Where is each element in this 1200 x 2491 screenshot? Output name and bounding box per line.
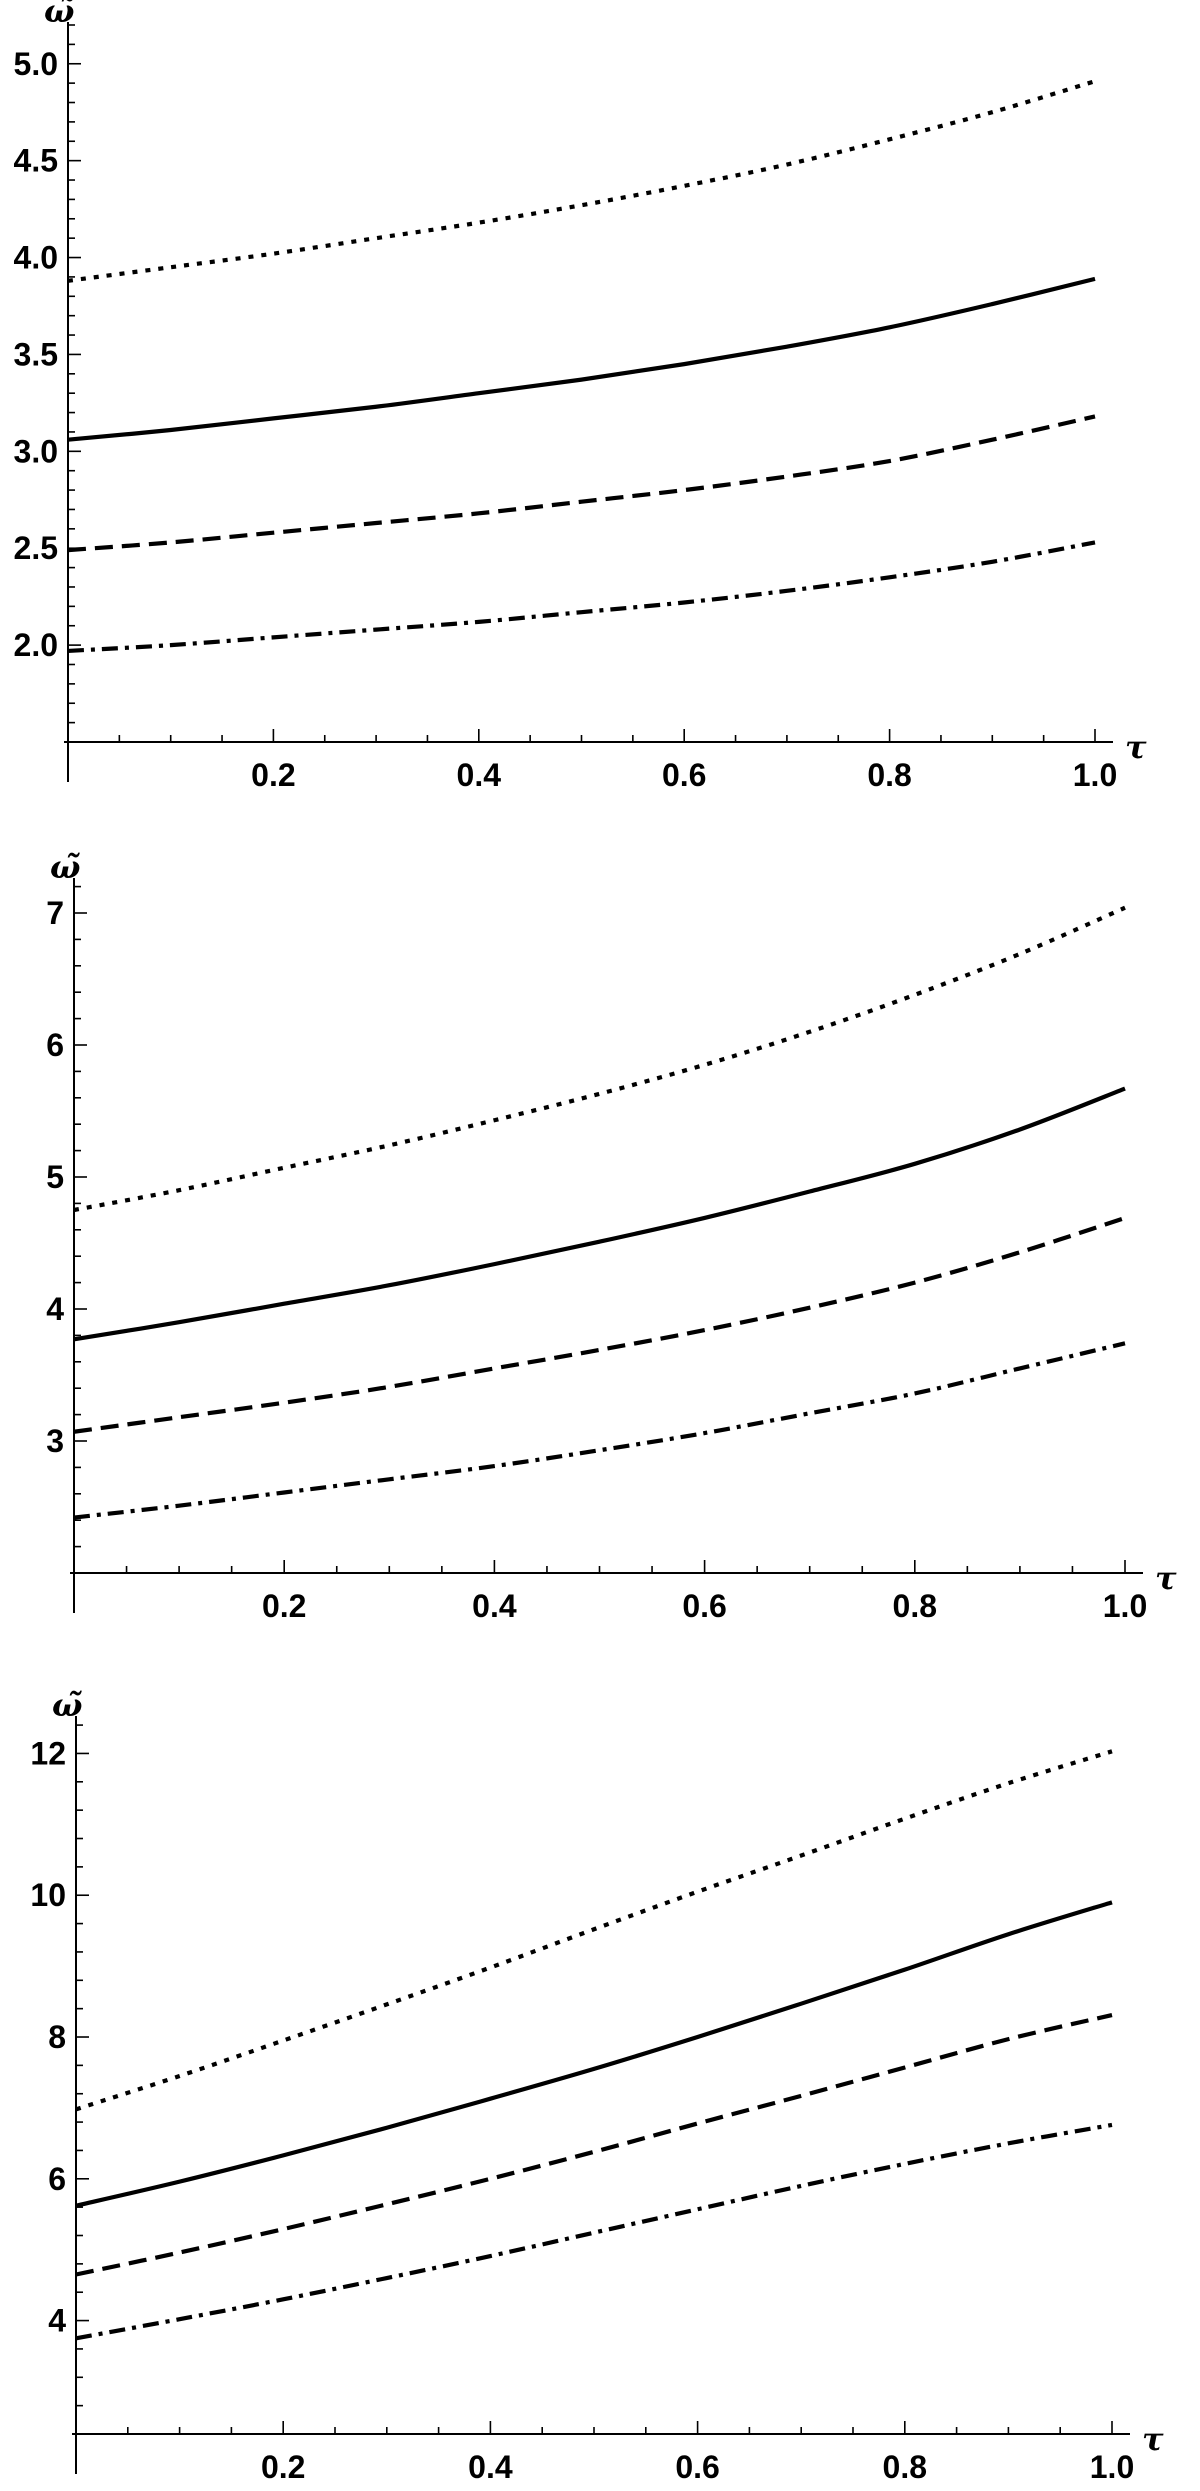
x-tick-label: 0.4 xyxy=(468,2449,513,2485)
y-tick-label: 5 xyxy=(46,1159,64,1195)
y-tick-label: 5.0 xyxy=(14,46,58,82)
x-tick-label: 0.2 xyxy=(251,757,295,793)
series-solid-line xyxy=(75,1900,1113,2208)
series-solid-line xyxy=(67,276,1096,442)
x-axis-label: τ xyxy=(1125,728,1147,766)
y-tick-label: 4 xyxy=(48,2303,66,2339)
y-tick-label: 8 xyxy=(48,2019,66,2055)
x-tick-label: 0.2 xyxy=(262,1588,306,1624)
y-tick-label: 2.0 xyxy=(14,627,58,663)
x-tick-label: 1.0 xyxy=(1090,2449,1134,2485)
y-tick-label: 6 xyxy=(48,2161,66,2197)
x-tick-label: 0.8 xyxy=(867,757,911,793)
panel-3: 0.2 0.4 0.6 0.8 1.0 4 6 8 10 12 τ ω̃ xyxy=(30,1686,1164,2485)
series-dash-dot-line xyxy=(73,1341,1126,1520)
x-tick-label: 0.8 xyxy=(893,1588,937,1624)
y-tick-label: 6 xyxy=(46,1027,64,1063)
y-axis-label: ω̃ xyxy=(50,848,80,886)
y-tick-label: 10 xyxy=(30,1877,66,1913)
series-dashed-line xyxy=(75,2012,1113,2277)
y-tick-label: 12 xyxy=(30,1735,66,1771)
panel-2: 0.2 0.4 0.6 0.8 1.0 3 4 5 6 7 τ ω̃ xyxy=(46,848,1177,1624)
x-tick-label: 0.8 xyxy=(883,2449,927,2485)
y-axis-label: ω̃ xyxy=(44,0,74,30)
x-tick-label: 1.0 xyxy=(1103,1588,1147,1624)
series-dotted-line xyxy=(67,79,1096,283)
y-tick-label: 3 xyxy=(46,1423,64,1459)
y-tick-label: 4.0 xyxy=(14,240,58,276)
x-tick-label: 0.2 xyxy=(261,2449,305,2485)
x-tick-label: 0.6 xyxy=(662,757,706,793)
x-axis-label: τ xyxy=(1155,1559,1177,1597)
series-dotted-line xyxy=(75,1749,1113,2112)
x-tick-label: 0.6 xyxy=(675,2449,719,2485)
series-dash-dot-line xyxy=(67,540,1096,654)
y-tick-label: 2.5 xyxy=(14,530,58,566)
series-dashed-line xyxy=(73,1215,1126,1434)
series-dashed-line xyxy=(67,414,1096,553)
x-tick-label: 0.4 xyxy=(472,1588,517,1624)
series-solid-line xyxy=(73,1086,1126,1342)
y-tick-label: 4 xyxy=(46,1291,64,1327)
x-axis-label: τ xyxy=(1142,2420,1164,2458)
x-tick-label: 0.6 xyxy=(682,1588,726,1624)
series-dotted-line xyxy=(73,905,1126,1213)
panel-1: 0.2 0.4 0.6 0.8 1.0 2.0 2.5 3.0 3.5 4.0 4.5 5.0 τ ω̃ xyxy=(14,0,1147,793)
y-axis-label: ω̃ xyxy=(52,1686,82,1724)
y-tick-label: 4.5 xyxy=(14,143,58,179)
y-tick-label: 3.0 xyxy=(14,433,58,469)
y-tick-label: 7 xyxy=(46,895,64,931)
series-dash-dot-line xyxy=(75,2122,1113,2341)
y-tick-label: 3.5 xyxy=(14,336,58,372)
x-tick-label: 1.0 xyxy=(1073,757,1117,793)
x-tick-label: 0.4 xyxy=(457,757,502,793)
